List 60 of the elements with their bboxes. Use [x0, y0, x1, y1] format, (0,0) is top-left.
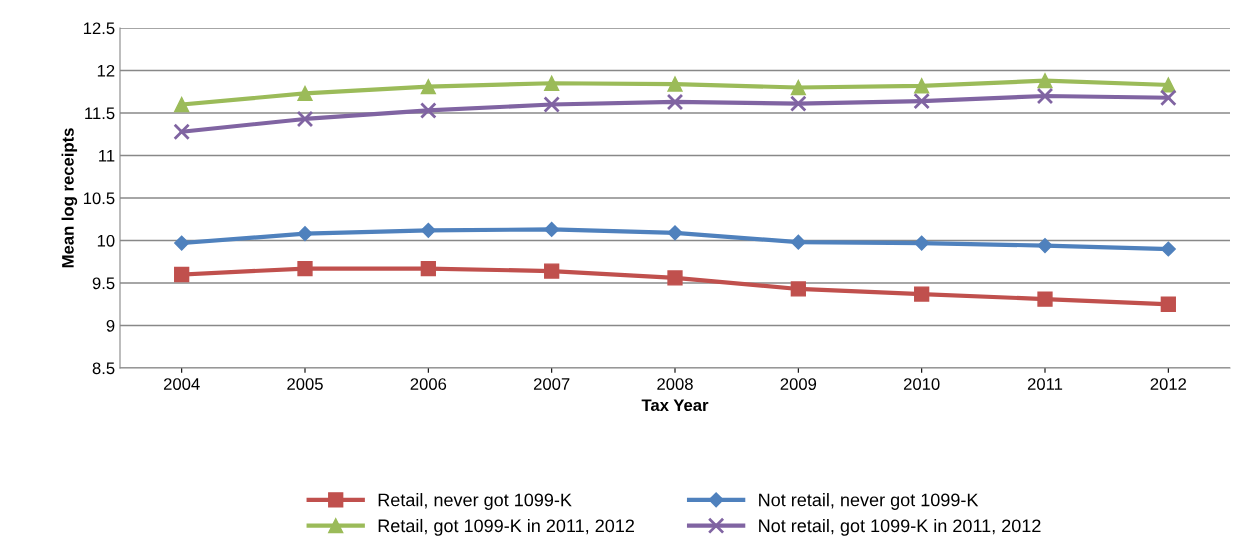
point	[914, 235, 930, 251]
point	[1037, 238, 1053, 254]
x-tick-label: 2011	[1027, 378, 1063, 390]
x-tick-label: 2012	[1150, 378, 1187, 390]
x-tick-label: 2009	[780, 378, 817, 390]
point	[543, 96, 560, 113]
point	[544, 263, 560, 279]
x-tick-label: 2006	[410, 378, 447, 390]
point	[1160, 89, 1177, 107]
point	[790, 234, 806, 250]
y-tick-label: 12	[97, 64, 115, 77]
y-tick-label: 11.5	[85, 107, 115, 120]
point	[666, 93, 684, 111]
point	[914, 78, 930, 94]
point	[1160, 241, 1176, 257]
point	[173, 123, 190, 141]
point	[297, 85, 313, 102]
point	[914, 286, 930, 302]
point	[913, 92, 930, 110]
point	[174, 96, 190, 113]
y-tick-label: 12.5	[83, 22, 115, 35]
point	[544, 75, 560, 91]
legend-label: Not retail, never got 1099-K	[759, 493, 979, 510]
point	[297, 226, 313, 242]
point	[174, 266, 190, 283]
point	[790, 281, 806, 297]
point	[667, 270, 683, 286]
legend-label: Retail, never got 1099-K	[378, 493, 572, 510]
point	[174, 235, 190, 251]
y-tick-label: 9	[106, 319, 115, 332]
y-tick-label: 11	[99, 150, 115, 162]
point	[420, 102, 437, 119]
point	[667, 76, 683, 92]
point	[1037, 291, 1053, 307]
y-tick-label: 10.5	[83, 192, 115, 205]
y-tick-label: 10	[97, 234, 115, 247]
x-tick-label: 2008	[657, 378, 693, 390]
point	[790, 79, 806, 96]
y-tick-label: 9.5	[92, 277, 115, 290]
point	[1036, 87, 1054, 105]
x-axis-title: Tax Year	[641, 399, 709, 412]
point	[667, 225, 683, 241]
x-tick-label: 2004	[163, 378, 200, 390]
point	[790, 95, 807, 112]
x-tick-label: 2010	[903, 378, 940, 390]
point	[420, 222, 436, 238]
point	[1037, 73, 1053, 89]
point	[420, 79, 436, 95]
point	[420, 260, 436, 277]
point	[1160, 296, 1176, 312]
y-axis-title: Mean log receipts	[61, 128, 78, 268]
point	[296, 110, 314, 128]
point	[1160, 77, 1176, 93]
legend-label: Not retail, got 1099-K in 2011, 2012	[759, 518, 1041, 536]
point	[297, 260, 313, 277]
legend-label: Retail, got 1099-K in 2011, 2012	[378, 518, 634, 536]
y-tick-label: 8.5	[92, 362, 115, 375]
point	[544, 221, 560, 238]
x-tick-label: 2007	[533, 378, 570, 390]
x-tick-label: 2005	[287, 378, 323, 390]
